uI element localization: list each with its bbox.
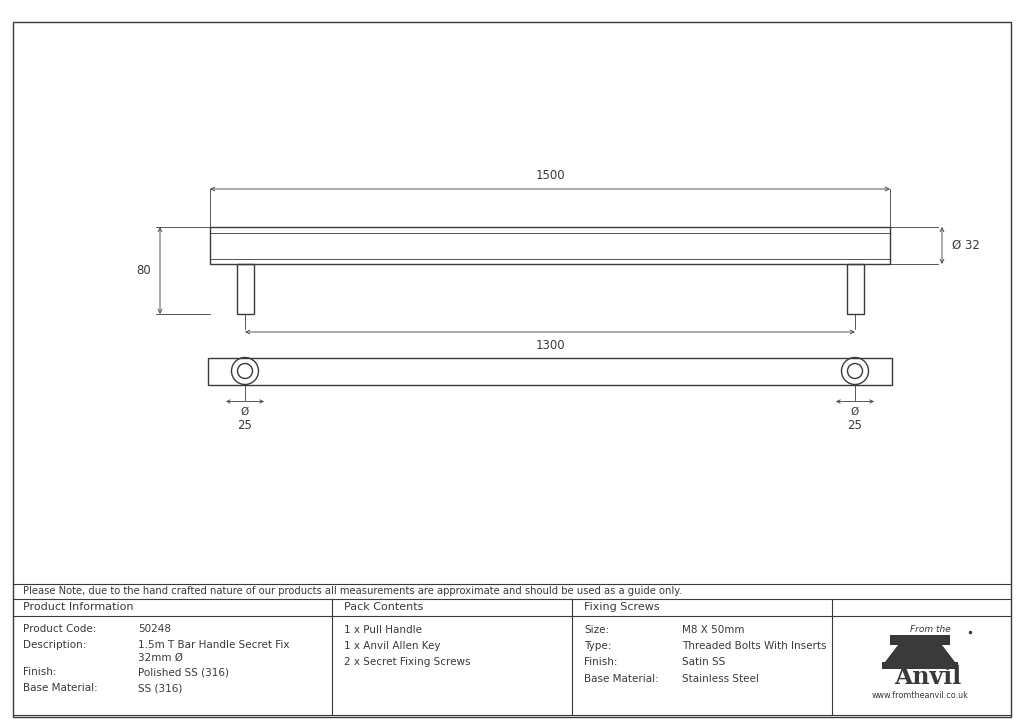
Text: 1500: 1500 [536, 169, 565, 182]
Text: SS (316): SS (316) [138, 683, 182, 693]
Text: Type:: Type: [584, 641, 611, 651]
Text: 1 x Pull Handle: 1 x Pull Handle [344, 625, 422, 635]
Text: Polished SS (316): Polished SS (316) [138, 667, 229, 677]
Text: Size:: Size: [584, 625, 609, 635]
Text: www.fromtheanvil.co.uk: www.fromtheanvil.co.uk [871, 690, 969, 700]
Text: Please Note, due to the hand crafted nature of our products all measurements are: Please Note, due to the hand crafted nat… [23, 587, 682, 597]
Text: Finish:: Finish: [584, 657, 617, 667]
Text: Threaded Bolts With Inserts: Threaded Bolts With Inserts [682, 641, 826, 651]
Text: 25: 25 [848, 419, 862, 432]
Text: 80: 80 [136, 264, 151, 277]
Text: 1 x Anvil Allen Key: 1 x Anvil Allen Key [344, 641, 440, 651]
Text: 25: 25 [238, 419, 253, 432]
Text: M8 X 50mm: M8 X 50mm [682, 625, 744, 635]
Text: Finish:: Finish: [23, 667, 56, 677]
Text: 1300: 1300 [536, 339, 565, 352]
Text: 32mm Ø: 32mm Ø [138, 653, 183, 663]
Text: Ø: Ø [241, 407, 249, 417]
Text: Stainless Steel: Stainless Steel [682, 674, 759, 684]
Text: Satin SS: Satin SS [682, 657, 725, 667]
Polygon shape [885, 645, 955, 662]
Text: From the: From the [909, 625, 950, 633]
Text: Anvil: Anvil [894, 665, 962, 689]
Text: Base Material:: Base Material: [23, 683, 97, 693]
Text: 50248: 50248 [138, 624, 171, 634]
Text: 2 x Secret Fixing Screws: 2 x Secret Fixing Screws [344, 657, 470, 667]
Text: Ø: Ø [851, 407, 859, 417]
Text: Pack Contents: Pack Contents [344, 603, 423, 613]
Polygon shape [882, 662, 958, 669]
Text: 1.5m T Bar Handle Secret Fix: 1.5m T Bar Handle Secret Fix [138, 640, 290, 650]
Text: Product Information: Product Information [23, 603, 133, 613]
Text: Ø 32: Ø 32 [952, 239, 980, 252]
Text: Product Code:: Product Code: [23, 624, 96, 634]
Text: Description:: Description: [23, 640, 86, 650]
Text: Fixing Screws: Fixing Screws [584, 603, 659, 613]
Text: Base Material:: Base Material: [584, 674, 658, 684]
Polygon shape [890, 635, 950, 645]
